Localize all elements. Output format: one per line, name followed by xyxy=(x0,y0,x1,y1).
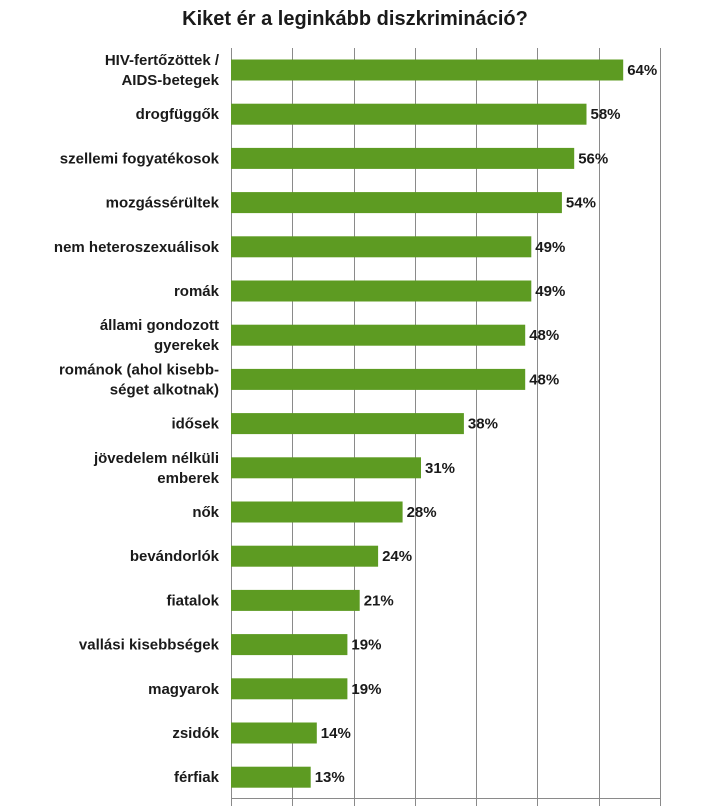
data-label: 14% xyxy=(321,725,351,742)
data-label: 58% xyxy=(591,106,621,123)
bar xyxy=(231,413,464,435)
data-label: 38% xyxy=(468,416,498,433)
bar xyxy=(231,368,526,390)
category-label: vallási kisebbségek xyxy=(79,637,220,654)
bar xyxy=(231,766,311,788)
bar xyxy=(231,501,403,523)
category-label: séget alkotnak) xyxy=(110,381,219,398)
category-label: emberek xyxy=(157,470,219,487)
bar xyxy=(231,192,562,214)
data-label: 19% xyxy=(351,637,381,654)
category-label: férfiak xyxy=(174,769,220,786)
data-label: 48% xyxy=(529,371,559,388)
category-label: nők xyxy=(192,504,219,521)
category-label: magyarok xyxy=(148,681,220,698)
bar xyxy=(231,236,532,258)
category-label: mozgássérültek xyxy=(106,195,220,212)
category-label: HIV-fertőzöttek / xyxy=(105,52,220,69)
data-label: 13% xyxy=(315,769,345,786)
category-label: gyerekek xyxy=(154,337,220,354)
category-label: románok (ahol kisebb- xyxy=(59,361,219,378)
category-label: drogfüggők xyxy=(136,106,220,123)
data-label: 49% xyxy=(535,283,565,300)
data-label: 31% xyxy=(425,460,455,477)
chart-title: Kiket ér a leginkább diszkrimináció? xyxy=(182,8,528,30)
bar xyxy=(231,324,526,346)
category-label: idősek xyxy=(171,416,219,433)
data-label: 24% xyxy=(382,548,412,565)
bar xyxy=(231,722,317,744)
category-label: jövedelem nélküli xyxy=(93,450,219,467)
category-label: zsidók xyxy=(172,725,219,742)
data-label: 21% xyxy=(364,592,394,609)
bar xyxy=(231,103,587,125)
data-label: 54% xyxy=(566,195,596,212)
category-label: állami gondozott xyxy=(100,317,219,334)
category-label: romák xyxy=(174,283,220,300)
bar xyxy=(231,545,379,567)
bar xyxy=(231,634,348,656)
data-label: 64% xyxy=(627,62,657,79)
bar xyxy=(231,280,532,302)
data-label: 48% xyxy=(529,327,559,344)
bar xyxy=(231,457,421,479)
bar xyxy=(231,147,575,169)
bar xyxy=(231,678,348,700)
data-label: 56% xyxy=(578,150,608,167)
data-label: 28% xyxy=(407,504,437,521)
category-label: AIDS-betegek xyxy=(121,72,219,89)
category-label: nem heteroszexuálisok xyxy=(54,239,220,256)
bar xyxy=(231,589,360,611)
bar xyxy=(231,59,624,81)
category-label: bevándorlók xyxy=(130,548,220,565)
data-label: 19% xyxy=(351,681,381,698)
category-label: szellemi fogyatékosok xyxy=(60,150,220,167)
data-label: 49% xyxy=(535,239,565,256)
category-label: fiatalok xyxy=(166,592,219,609)
